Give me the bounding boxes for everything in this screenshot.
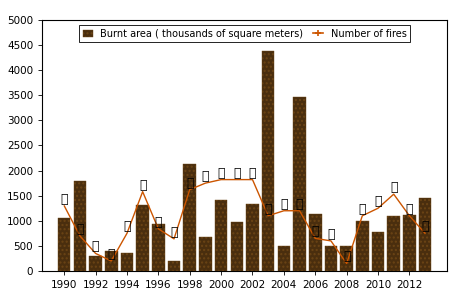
Text: 🔥: 🔥: [123, 220, 131, 233]
Text: 🔥: 🔥: [60, 193, 68, 206]
Text: 🔥: 🔥: [343, 250, 350, 263]
Text: 🔥: 🔥: [405, 203, 413, 216]
Text: 🔥: 🔥: [233, 167, 241, 180]
Bar: [74, 181, 86, 271]
Bar: [121, 253, 133, 271]
Text: 🔥: 🔥: [374, 195, 382, 208]
Bar: [89, 256, 102, 271]
Bar: [293, 97, 306, 271]
Bar: [340, 246, 353, 271]
Bar: [58, 218, 70, 271]
Bar: [215, 200, 227, 271]
Text: 🔥: 🔥: [155, 216, 162, 229]
Bar: [152, 224, 165, 271]
Text: 🔥: 🔥: [280, 198, 288, 211]
Text: 🔥: 🔥: [202, 170, 209, 183]
Text: 🔥: 🔥: [327, 228, 335, 241]
Bar: [183, 164, 196, 271]
Text: 🔥: 🔥: [359, 203, 366, 216]
Text: 🔥: 🔥: [217, 167, 225, 180]
Bar: [372, 232, 384, 271]
Text: 🔥: 🔥: [92, 241, 99, 253]
Bar: [136, 205, 149, 271]
Text: 🔥: 🔥: [421, 220, 429, 233]
Bar: [277, 246, 290, 271]
Bar: [199, 237, 212, 271]
Text: 🔥: 🔥: [170, 226, 178, 239]
Text: 🔥: 🔥: [264, 203, 272, 216]
Bar: [105, 251, 118, 271]
Text: 🔥: 🔥: [76, 223, 84, 236]
Text: 🔥: 🔥: [296, 198, 303, 211]
Bar: [387, 216, 400, 271]
Text: 🔥: 🔥: [186, 177, 193, 190]
Bar: [325, 246, 337, 271]
Bar: [246, 204, 259, 271]
Text: 🔥: 🔥: [311, 225, 319, 238]
Text: 🔥: 🔥: [390, 181, 397, 194]
Bar: [168, 261, 180, 271]
Bar: [309, 214, 321, 271]
Bar: [262, 51, 275, 271]
Bar: [231, 222, 243, 271]
Legend: Burnt area ( thousands of square meters), Number of fires: Burnt area ( thousands of square meters)…: [79, 25, 410, 42]
Text: 🔥: 🔥: [249, 167, 256, 180]
Text: 🔥: 🔥: [139, 179, 146, 192]
Text: 🔥: 🔥: [108, 248, 115, 261]
Bar: [403, 215, 416, 271]
Bar: [356, 221, 369, 271]
Bar: [419, 198, 431, 271]
